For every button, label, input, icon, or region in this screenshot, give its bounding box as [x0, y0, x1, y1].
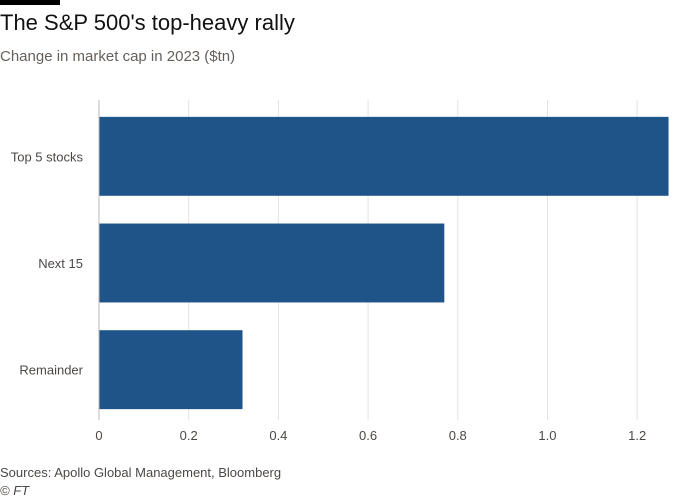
x-tick-label: 0 [95, 428, 102, 443]
bar [99, 223, 445, 303]
source-note: Sources: Apollo Global Management, Bloom… [0, 465, 282, 480]
x-tick-label: 0.8 [449, 428, 467, 443]
x-tick-label: 1.2 [628, 428, 646, 443]
copyright-credit: © FT [0, 483, 30, 498]
chart-title: The S&P 500's top-heavy rally [0, 10, 295, 35]
bar [99, 116, 669, 196]
x-tick-label: 0.2 [180, 428, 198, 443]
category-label: Remainder [19, 363, 83, 378]
bar-chart: 0 0.2 0.4 0.6 0.8 1.0 1.2 Top 5 stocks Next 15 Re… [11, 100, 669, 443]
category-label: Top 5 stocks [11, 149, 84, 164]
x-tick-label: 0.4 [269, 428, 287, 443]
bar [99, 330, 243, 410]
top-rule [0, 0, 60, 5]
category-label: Next 15 [38, 256, 83, 271]
x-tick-label: 0.6 [359, 428, 377, 443]
x-tick-label: 1.0 [538, 428, 556, 443]
chart-subtitle: Change in market cap in 2023 ($tn) [0, 48, 236, 65]
